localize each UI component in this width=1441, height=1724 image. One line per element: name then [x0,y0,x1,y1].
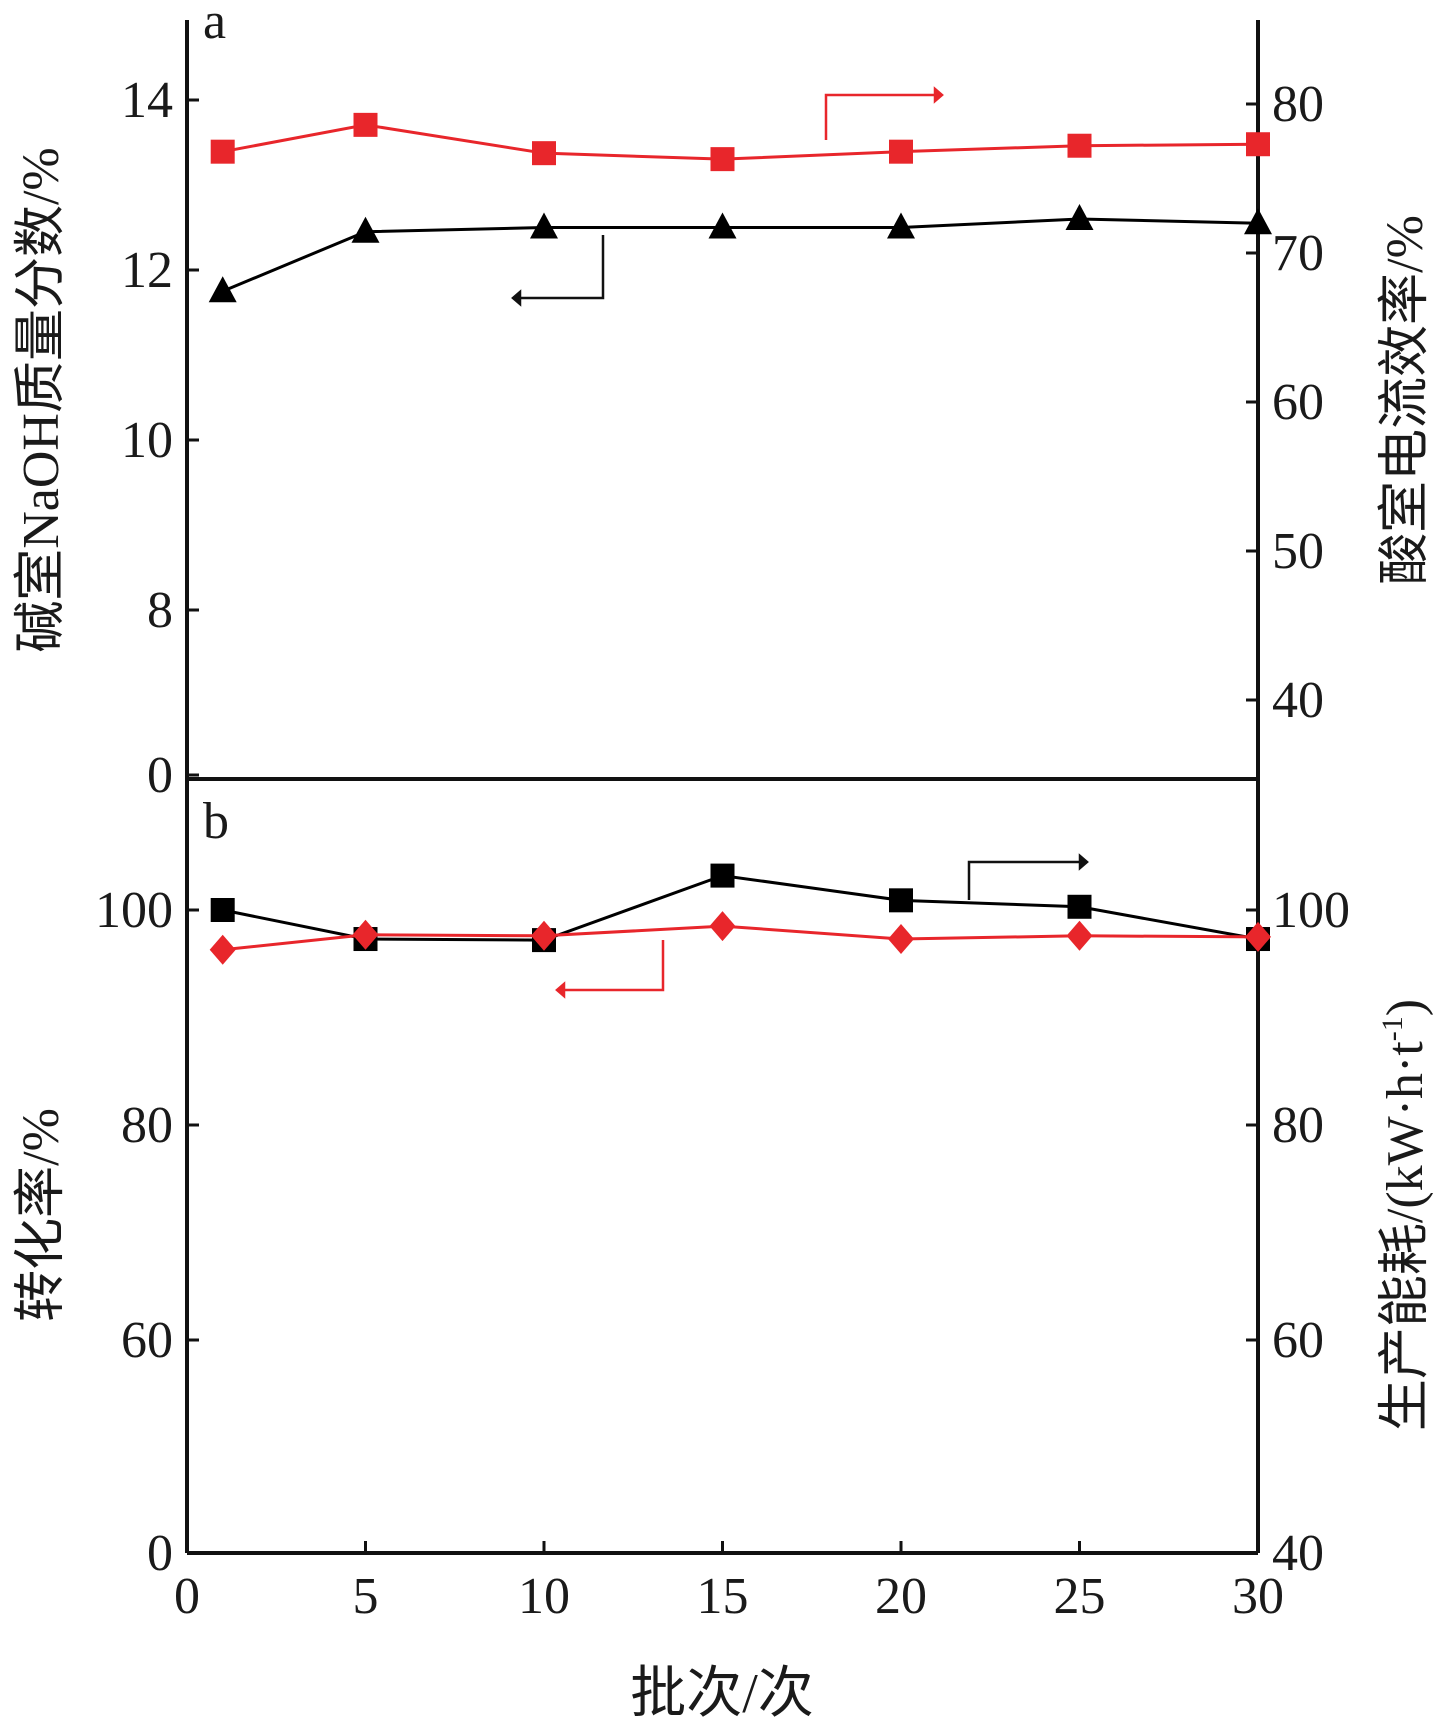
panel-a-series-0-point [708,212,737,239]
panel-b-left-tick-label: 80 [121,1097,173,1154]
x-tick-label: 5 [353,1568,379,1625]
panel-b-series-1-point [709,911,736,942]
data-series [208,112,1272,965]
panel-a-right-tick-label: 70 [1272,225,1324,282]
panel-b-left-tick-label: 100 [95,882,173,939]
panel-a-left-tick-label: 8 [147,582,173,639]
panel-label-a: a [203,0,226,50]
x-tick-label: 0 [174,1568,200,1625]
panel-a-series-1-line [222,123,1259,161]
arrow-b-red-left [555,940,665,999]
panel-b-right-tick-label: 40 [1272,1525,1324,1582]
panel-a-series-1-point [710,147,735,172]
panel-b-right-axis-title: 生产能耗/(kW·h·t-1) [1376,999,1434,1431]
panel-a-right-axis-title: 酸室电流效率/% [1377,215,1434,585]
panel-b-right-tick-label: 60 [1272,1312,1324,1369]
panel-b-series-0-point [210,898,235,922]
panel-b-series-0-point [1067,894,1092,919]
panel-a-series-1-point [1246,132,1270,157]
panel-b-right-tick-label: 80 [1272,1097,1324,1154]
panel-a-series-1-point [353,112,378,137]
panel-a-right-tick-label: 40 [1272,672,1324,729]
arrow-a-black-left [511,235,605,307]
panel-b-series-1-point [352,919,379,950]
x-tick-label: 20 [875,1568,927,1625]
panel-a-right-tick-label: 50 [1272,523,1324,580]
panel-b-right-tick-label: 100 [1272,882,1350,939]
panel-b-left-tick-label: 0 [147,1525,173,1582]
x-tick-label: 15 [697,1568,749,1625]
panel-a-series-0-line [222,217,1259,293]
arrow-b-black-right [967,853,1089,900]
panel-b-series-1-point [888,924,914,955]
panel-a-left-axis-title: 碱室NaOH质量分数/% [13,147,70,653]
panel-b-series-0-line [222,874,1259,942]
panel-a-series-1-point [1067,133,1092,158]
panel-a-series-0-point [351,216,380,243]
panel-a-series-0-point [887,212,915,239]
panel-a-series-0-point [1244,208,1272,235]
panel-a-left-tick-label: 10 [121,412,173,469]
panel-a-right-tick-label: 60 [1272,374,1324,431]
arrow-a-red-right [824,86,944,140]
panel-a-series-0-point [1065,204,1094,230]
x-tick-label: 10 [518,1568,570,1625]
axes-frame [185,20,1260,1555]
axis-ticks: 0 5 10 15 20 25 30 0 8 10 12 14 40 50 60 70 80 0 60 80 100 40… [95,72,1350,1625]
panel-a-series-1-point [210,139,235,164]
panel-a-series-0-point [530,212,558,239]
panel-a-right-tick-label: 80 [1272,76,1324,133]
panel-a-series-1-point [532,141,556,166]
panel-b-series-1-point [531,920,557,951]
panel-a-series-0-point [208,276,237,303]
panel-a-left-tick-label: 0 [147,747,173,804]
panel-b-series-0-point [889,888,913,913]
panel-b-right-axis-title-sup: -1 [1376,1016,1409,1041]
x-tick-label: 25 [1054,1568,1106,1625]
panel-label-b: b [203,793,229,850]
panel-b-series-1-point [209,934,236,965]
panel-b-series-0-point [710,863,735,888]
indicator-arrows [511,86,1089,999]
panel-a-left-tick-label: 12 [121,242,173,299]
panel-b-left-tick-label: 60 [121,1312,173,1369]
panel-b-series-1-point [1245,921,1271,952]
x-axis-title: 批次/次 [630,1663,814,1724]
x-tick-label: 30 [1232,1568,1284,1625]
panel-b-right-axis-title-tail: ) [1377,999,1434,1016]
panel-a-left-tick-label: 14 [121,72,173,129]
panel-b-right-axis-title-main: 生产能耗/(kW·h·t [1377,1041,1434,1431]
panel-a-series-1-point [889,139,913,164]
panel-b-series-1-point [1066,920,1093,951]
panel-b-left-axis-title: 转化率/% [13,1108,70,1322]
